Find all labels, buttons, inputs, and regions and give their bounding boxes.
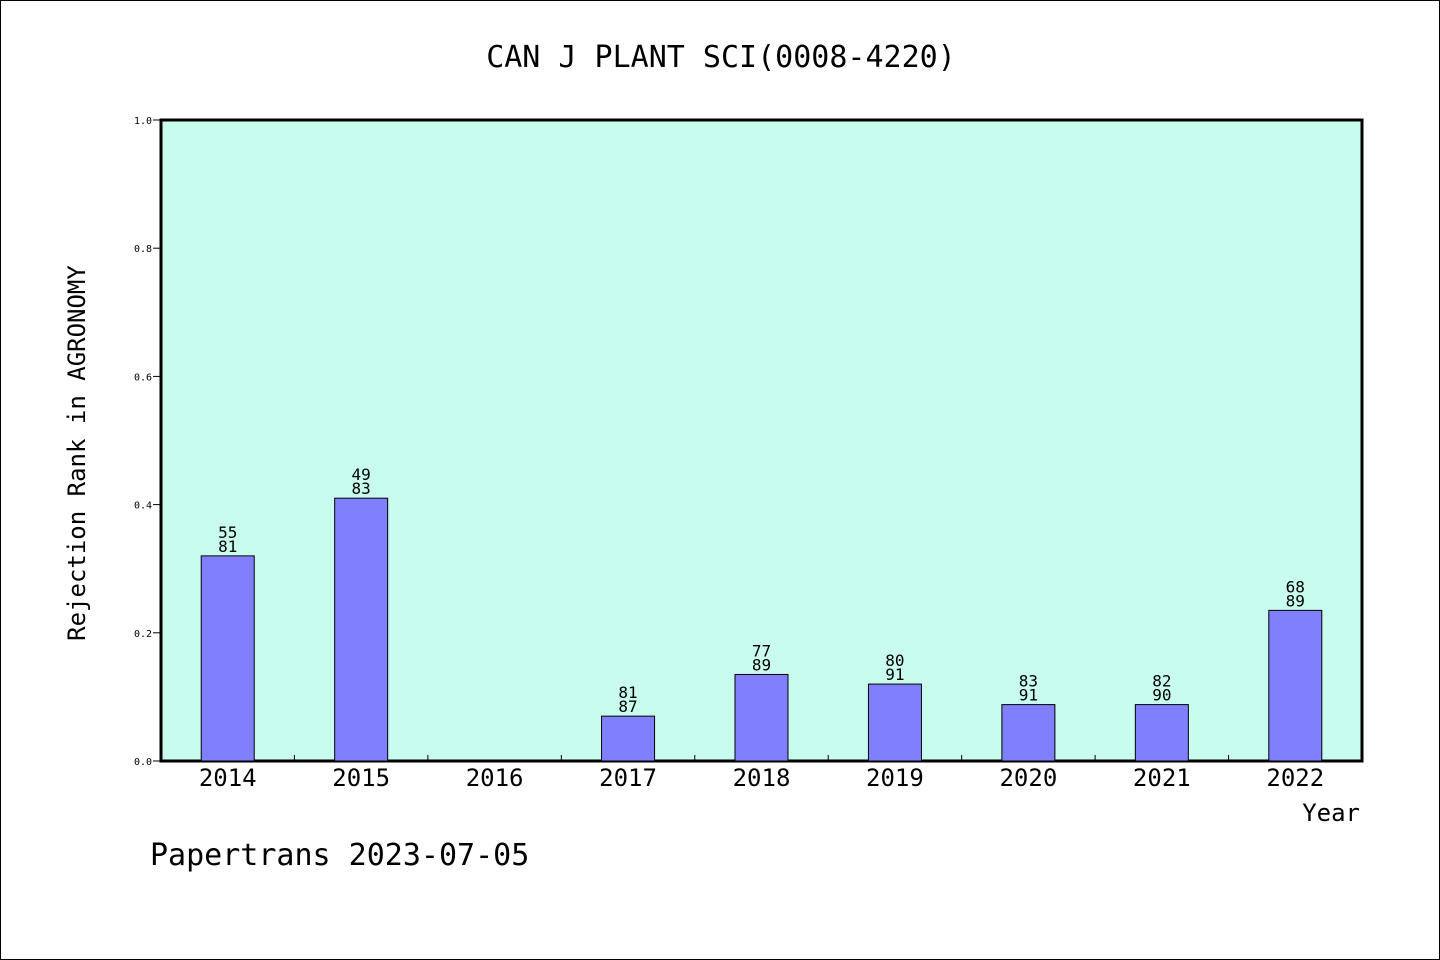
y-tick-label: 0.8 bbox=[134, 244, 152, 255]
data-label-top: 68 bbox=[1286, 577, 1305, 596]
data-label-bottom: 91 bbox=[885, 665, 904, 684]
x-tick-label: 2021 bbox=[1133, 764, 1191, 792]
x-axis-label: Year bbox=[1302, 799, 1360, 827]
data-label-top: 55 bbox=[218, 523, 237, 542]
data-label-top: 81 bbox=[618, 683, 637, 702]
data-label-top: 83 bbox=[1019, 672, 1038, 691]
bar-2019 bbox=[867, 683, 922, 762]
data-label-bottom: 90 bbox=[1152, 686, 1171, 705]
bar-2017 bbox=[601, 715, 656, 762]
bar-2014 bbox=[200, 555, 255, 762]
chart-title: CAN J PLANT SCI(0008-4220) bbox=[486, 40, 956, 75]
x-tick-label: 2022 bbox=[1266, 764, 1324, 792]
x-tick-label: 2014 bbox=[199, 764, 257, 792]
y-axis-ticks: 0.0 0.2 0.4 0.6 0.8 1.0 bbox=[134, 116, 161, 768]
data-label-top: 82 bbox=[1152, 672, 1171, 691]
x-tick-label: 2015 bbox=[332, 764, 390, 792]
x-tick-label: 2016 bbox=[466, 764, 524, 792]
data-label-bottom: 89 bbox=[1286, 591, 1305, 610]
data-label-bottom: 83 bbox=[352, 479, 371, 498]
x-tick-label: 2019 bbox=[866, 764, 924, 792]
bar-2015 bbox=[334, 497, 389, 762]
data-label-top: 80 bbox=[885, 651, 904, 670]
data-label-bottom: 81 bbox=[218, 537, 237, 556]
bar-2018 bbox=[734, 673, 789, 762]
data-label-top: 49 bbox=[352, 465, 371, 484]
data-label-top: 77 bbox=[752, 641, 771, 660]
y-axis-label: Rejection Rank in AGRONOMY bbox=[63, 265, 91, 641]
x-tick-label: 2020 bbox=[999, 764, 1057, 792]
data-label-bottom: 89 bbox=[752, 655, 771, 674]
data-label-bottom: 91 bbox=[1019, 686, 1038, 705]
y-tick-label: 1.0 bbox=[134, 116, 152, 127]
x-tick-label: 2017 bbox=[599, 764, 657, 792]
y-tick-label: 0.6 bbox=[134, 372, 152, 383]
x-tick-label: 2018 bbox=[733, 764, 791, 792]
y-tick-label: 0.2 bbox=[134, 629, 152, 640]
footer-text: Papertrans 2023-07-05 bbox=[150, 838, 529, 873]
y-tick-label: 0.4 bbox=[134, 501, 152, 512]
bars bbox=[200, 497, 1323, 762]
x-axis-ticks: 2014 2015 2016 2017 2018 2019 2020 2021 2022 bbox=[199, 755, 1324, 792]
bar-2021 bbox=[1134, 704, 1189, 762]
bar-2022 bbox=[1268, 609, 1323, 762]
y-tick-label: 0.0 bbox=[134, 757, 152, 768]
bar-2020 bbox=[1001, 704, 1056, 762]
data-label-bottom: 87 bbox=[618, 697, 637, 716]
